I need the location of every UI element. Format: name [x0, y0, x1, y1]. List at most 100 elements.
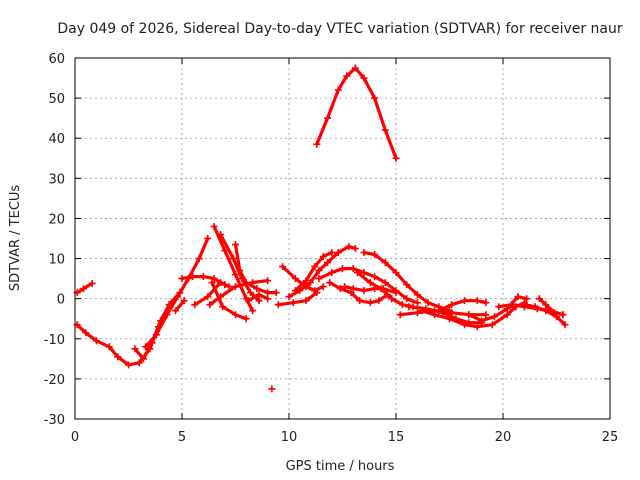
data-point	[313, 140, 321, 148]
y-tick-label: 50	[48, 92, 65, 107]
data-point	[88, 279, 96, 287]
data-point	[180, 297, 188, 305]
series-track	[287, 244, 357, 299]
data-point	[356, 297, 364, 305]
series-track-14	[268, 385, 276, 393]
data-point	[255, 297, 263, 305]
data-point	[523, 295, 531, 303]
data-point	[125, 361, 132, 369]
data-point	[514, 293, 522, 301]
x-tick-label: 15	[388, 430, 405, 445]
data-point	[268, 385, 276, 393]
data-point	[92, 337, 100, 345]
data-point	[274, 301, 282, 309]
data-point	[366, 279, 374, 287]
data-point	[431, 311, 439, 319]
y-tick-label: 10	[48, 253, 65, 268]
data-point	[349, 285, 357, 293]
data-point	[343, 72, 351, 80]
data-point	[324, 259, 332, 267]
data-point	[206, 301, 214, 309]
data-point	[366, 299, 374, 307]
data-point	[561, 321, 569, 329]
data-point	[324, 114, 332, 122]
data-point	[232, 311, 239, 319]
data-point	[152, 331, 160, 339]
data-point	[131, 345, 139, 353]
data-point	[242, 315, 250, 323]
series-track	[276, 291, 319, 307]
x-tick-label: 5	[178, 430, 186, 445]
data-point	[225, 283, 233, 291]
data-point	[413, 291, 421, 299]
data-point	[219, 303, 227, 311]
data-point	[264, 289, 272, 297]
data-point	[488, 321, 496, 329]
y-tick-label: -10	[44, 333, 65, 348]
data-point	[381, 259, 389, 267]
series-track	[210, 281, 248, 321]
data-point	[272, 289, 280, 297]
data-point	[403, 281, 411, 289]
data-point	[520, 301, 528, 309]
data-point	[328, 249, 336, 257]
data-point	[559, 311, 567, 319]
data-point	[204, 235, 212, 242]
data-point	[490, 313, 498, 321]
data-point	[199, 273, 207, 281]
x-axis-label: GPS time / hours	[286, 459, 395, 474]
data-point	[482, 299, 490, 307]
data-point	[221, 247, 229, 255]
y-tick-label: 20	[48, 212, 65, 227]
series-track-19	[313, 64, 400, 162]
data-point	[311, 287, 319, 295]
y-tick-label: -20	[44, 373, 65, 388]
data-point	[377, 285, 385, 293]
data-point	[249, 307, 257, 315]
data-point	[178, 275, 186, 283]
data-point	[360, 269, 368, 277]
data-point	[139, 355, 147, 363]
data-point	[232, 241, 239, 249]
data-point	[418, 307, 426, 315]
data-point	[302, 297, 310, 305]
series-track-28	[435, 297, 490, 315]
data-point	[478, 317, 486, 325]
data-point	[388, 295, 396, 303]
data-point	[242, 279, 250, 287]
data-point	[550, 309, 558, 317]
series-track	[174, 299, 186, 313]
data-point	[195, 255, 203, 263]
y-axis-label: SDTVAR / TECUs	[8, 185, 23, 292]
series-track-20	[315, 265, 421, 307]
data-point	[403, 295, 411, 303]
data-point	[542, 307, 550, 315]
data-point	[210, 275, 218, 283]
data-point	[189, 273, 197, 281]
series-track-12	[232, 241, 280, 297]
data-point	[508, 301, 516, 309]
data-point	[336, 285, 344, 293]
data-point	[405, 303, 413, 311]
data-point	[351, 245, 359, 253]
data-point	[360, 287, 368, 295]
data-point	[229, 255, 237, 263]
data-point	[142, 343, 150, 351]
data-point	[360, 74, 368, 82]
data-point	[255, 291, 263, 299]
series-track-24	[353, 269, 417, 311]
data-point	[339, 265, 346, 273]
x-tick-label: 10	[281, 430, 298, 445]
data-point	[253, 285, 261, 293]
data-point	[82, 329, 90, 337]
data-point	[204, 293, 212, 301]
x-tick-label: 25	[602, 430, 619, 445]
data-point	[208, 279, 216, 287]
data-point	[328, 269, 336, 277]
data-point	[315, 275, 323, 283]
data-point	[392, 289, 400, 297]
series-track-15	[274, 289, 321, 309]
data-point	[392, 269, 400, 277]
data-point	[381, 126, 389, 134]
x-tick-label: 0	[71, 430, 79, 445]
